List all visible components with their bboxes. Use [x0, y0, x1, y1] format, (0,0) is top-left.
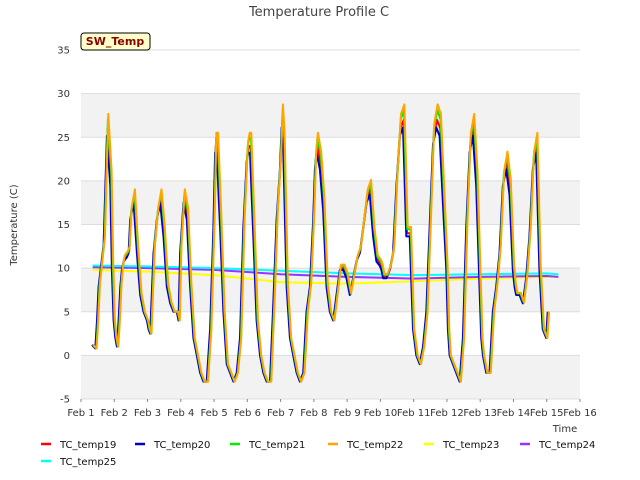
legend-label: TC_temp24	[538, 440, 595, 451]
y-tick-label: 30	[57, 89, 70, 100]
x-tick-label: Feb 16	[563, 408, 597, 419]
x-tick-label: Feb 7	[267, 408, 294, 419]
legend-label: TC_temp22	[346, 440, 403, 451]
x-tick-label: Feb 3	[134, 408, 161, 419]
x-tick-label: Feb 10	[364, 408, 398, 419]
y-tick-label: 15	[57, 220, 70, 231]
badge-box	[80, 32, 151, 51]
band	[81, 180, 580, 225]
y-tick-label: 5	[64, 307, 70, 318]
legend-label: TC_temp19	[59, 440, 116, 451]
legend: TC_temp19 TC_temp20 TC_temp21 TC_temp22 TC_t…	[41, 440, 595, 468]
band	[81, 355, 580, 399]
x-tick-label: Feb 1	[67, 408, 94, 419]
x-tick-label: Feb 5	[200, 408, 227, 419]
y-axis-title: Temperature (C)	[9, 184, 20, 266]
x-tick-label: Feb 9	[334, 408, 361, 419]
chart-title: Temperature Profile C	[248, 5, 389, 20]
x-tick-label: Feb 15	[530, 408, 564, 419]
x-tick-label: Feb 4	[167, 408, 194, 419]
series-line-tc_temp22	[92, 103, 551, 383]
legend-label: TC_temp23	[442, 440, 499, 451]
x-tick-label: Feb 6	[234, 408, 261, 419]
sw-temp-badge: SW_Temp	[80, 32, 151, 51]
x-tick-label: Feb 11	[397, 408, 431, 419]
x-tick-label: Feb 12	[430, 408, 464, 419]
badge-label: SW_Temp	[86, 35, 145, 48]
legend-label: TC_temp21	[248, 440, 305, 451]
x-tick-label: Feb 8	[300, 408, 327, 419]
series-lines	[91, 103, 559, 383]
x-axis-ticks: Feb 1 Feb 2 Feb 3 Feb 4 Feb 5 Feb 6 Feb 7 Feb 8…	[67, 399, 597, 419]
legend-label: TC_temp20	[153, 440, 210, 451]
y-tick-label: 10	[57, 264, 70, 275]
y-tick-label: 0	[64, 351, 70, 362]
x-tick-label: Feb 13	[463, 408, 497, 419]
legend-label: TC_temp25	[59, 457, 116, 468]
x-tick-label: Feb 14	[497, 408, 531, 419]
y-tick-label: 20	[57, 176, 70, 187]
band	[81, 93, 580, 138]
x-tick-label: Feb 2	[101, 408, 128, 419]
x-axis-title: Time	[552, 424, 577, 435]
y-tick-label: 35	[57, 46, 70, 57]
y-axis-ticks: -5 0 5 10 15 20 25 30 35	[57, 46, 70, 406]
y-tick-label: -5	[60, 395, 70, 406]
y-tick-label: 25	[57, 133, 70, 144]
